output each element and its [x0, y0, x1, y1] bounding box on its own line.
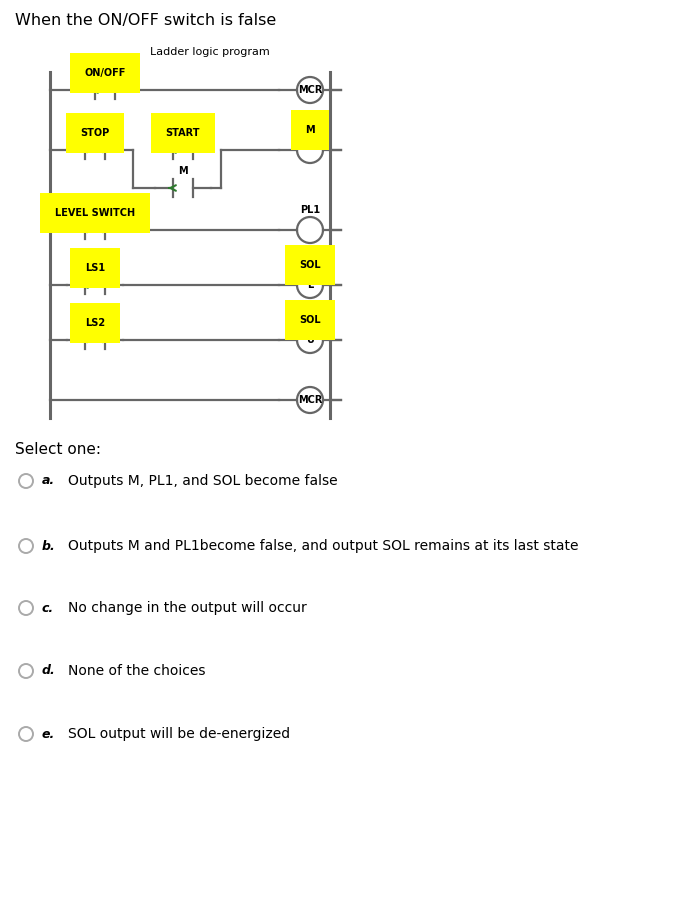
Text: MCR: MCR [298, 85, 322, 95]
Text: e.: e. [42, 727, 55, 741]
Text: START: START [166, 128, 201, 138]
Text: LS2: LS2 [85, 318, 105, 328]
Text: No change in the output will occur: No change in the output will occur [68, 601, 307, 615]
Text: SOL: SOL [299, 260, 321, 270]
Text: a.: a. [42, 474, 55, 488]
Text: Select one:: Select one: [15, 442, 101, 458]
Text: M: M [178, 166, 188, 176]
Text: SOL output will be de-energized: SOL output will be de-energized [68, 727, 290, 741]
Text: b.: b. [42, 540, 56, 552]
Text: MCR: MCR [298, 395, 322, 405]
Text: M: M [305, 125, 315, 135]
Text: d.: d. [42, 664, 56, 678]
Text: LS1: LS1 [85, 263, 105, 273]
Text: When the ON/OFF switch is false: When the ON/OFF switch is false [15, 13, 276, 27]
Text: SOL: SOL [299, 315, 321, 325]
Text: Ladder logic program: Ladder logic program [150, 47, 270, 57]
Text: PL1: PL1 [300, 205, 320, 215]
Text: None of the choices: None of the choices [68, 664, 205, 678]
Text: L: L [307, 280, 313, 290]
Text: STOP: STOP [80, 128, 110, 138]
Text: Outputs M and PL1become false, and output SOL remains at its last state: Outputs M and PL1become false, and outpu… [68, 539, 578, 553]
Text: U: U [306, 335, 314, 345]
Text: LEVEL SWITCH: LEVEL SWITCH [55, 208, 135, 218]
Text: ON/OFF: ON/OFF [85, 68, 125, 78]
Text: c.: c. [42, 602, 54, 614]
Text: Outputs M, PL1, and SOL become false: Outputs M, PL1, and SOL become false [68, 474, 338, 488]
